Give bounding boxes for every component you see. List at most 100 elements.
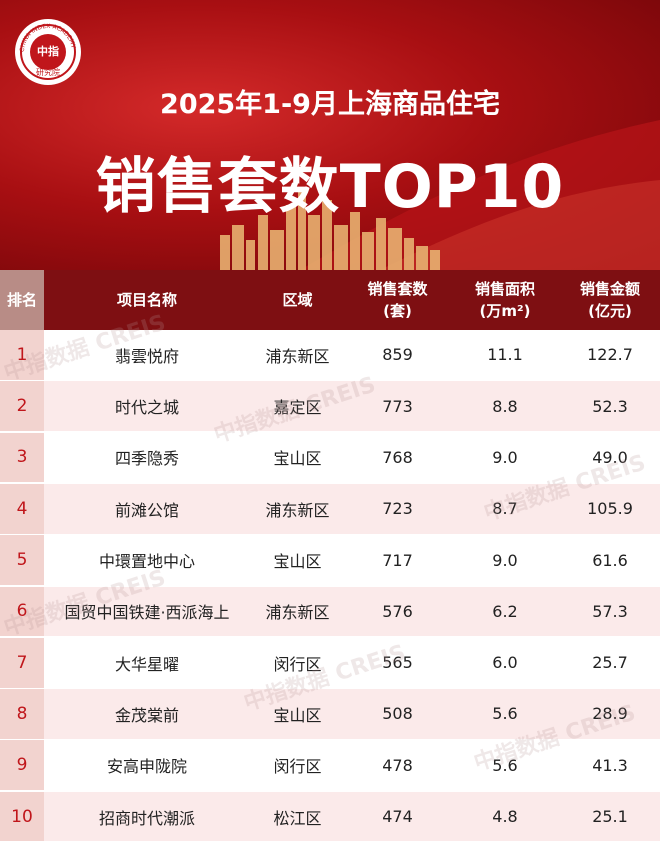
table-cell: 717 — [382, 550, 413, 570]
header-cell: 项目名称 — [44, 270, 250, 330]
table-cell: 浦东新区 — [265, 603, 330, 623]
table-cell: 宝山区 — [273, 449, 322, 469]
table-cell: 松江区 — [273, 808, 322, 828]
skyline-building — [270, 230, 284, 270]
column-name: 销售套数 — [367, 280, 428, 298]
table-cell: 41.3 — [592, 755, 628, 775]
header-cell: 区域 — [250, 270, 345, 330]
table-cell: 576 — [382, 601, 413, 621]
table-cell: 闵行区 — [273, 654, 322, 674]
rank-cell: 4 — [0, 483, 44, 534]
skyline-building — [286, 205, 296, 270]
column-name: 销售金额 — [579, 280, 640, 298]
table-cell: 5.6 — [492, 755, 518, 775]
rank-cell: 6 — [0, 586, 44, 637]
rank-cell: 3 — [0, 432, 44, 483]
table-cell: 翡雲悦府 — [114, 346, 179, 366]
table-cell: 49.0 — [592, 447, 628, 467]
skyline-building — [246, 240, 255, 270]
table-cell: 773 — [382, 396, 413, 416]
rank-cell: 1 — [0, 330, 44, 380]
header-cell: 销售面积 (万m²) — [450, 270, 560, 330]
title: 销售套数TOP10 — [95, 152, 565, 222]
rank-cell: 5 — [0, 535, 44, 585]
header-cell: 销售套数 (套) — [345, 270, 450, 330]
table-cell: 大华星曜 — [114, 654, 179, 674]
table-cell: 6.0 — [492, 653, 518, 673]
table-cell: 招商时代潮派 — [98, 808, 195, 828]
table-cell: 25.1 — [592, 807, 628, 827]
skyline-building — [258, 215, 268, 270]
table-cell: 25.7 — [592, 653, 628, 673]
table-cell: 闵行区 — [273, 757, 322, 777]
header-cell: 排名 — [0, 270, 44, 330]
column-unit: (亿元) — [588, 302, 632, 320]
row-background — [0, 791, 660, 842]
skyline-building — [430, 250, 440, 270]
banner-art: 中指 研究院 CHINA INDEX ACADEMY — [15, 19, 660, 270]
row-background — [0, 740, 660, 791]
skyline-building — [388, 228, 402, 270]
table-cell: 宝山区 — [273, 705, 322, 725]
column-name: 销售面积 — [474, 280, 535, 298]
table-cell: 474 — [382, 807, 413, 827]
rank-cell: 10 — [0, 791, 44, 842]
table-cell: 28.9 — [592, 704, 628, 724]
table-cell: 中環置地中心 — [98, 552, 195, 572]
table-cell: 565 — [382, 653, 413, 673]
table-cell: 时代之城 — [114, 398, 179, 418]
table-cell: 478 — [382, 755, 413, 775]
skyline-building — [350, 212, 360, 270]
table-cell: 浦东新区 — [265, 346, 330, 366]
skyline-building — [232, 225, 244, 270]
column-name: 项目名称 — [116, 291, 177, 309]
subtitle: 2025年1-9月上海商品住宅 — [160, 89, 500, 120]
row-background — [0, 586, 660, 637]
banner: 中指 研究院 CHINA INDEX ACADEMY 2025年1-9月上海商品… — [0, 0, 660, 270]
table-cell: 57.3 — [592, 601, 628, 621]
rank-cell: 7 — [0, 637, 44, 688]
table-cell: 9.0 — [492, 447, 518, 467]
rank-cell: 8 — [0, 689, 44, 739]
table-cell: 金茂棠前 — [114, 705, 179, 725]
skyline-building — [376, 218, 386, 270]
rank-cell: 2 — [0, 381, 44, 432]
table-cell: 前滩公馆 — [114, 500, 179, 520]
logo-bottom: 研究院 — [36, 67, 60, 77]
table-cell: 4.8 — [492, 807, 518, 827]
skyline-building — [362, 232, 374, 270]
table-cell: 5.6 — [492, 704, 518, 724]
column-unit: (套) — [383, 302, 412, 320]
table-cell: 9.0 — [492, 550, 518, 570]
skyline-building — [308, 215, 320, 270]
rank-cell: 9 — [0, 740, 44, 791]
row-background — [0, 381, 660, 432]
skyline-building — [298, 190, 306, 270]
row-background — [0, 483, 660, 534]
row-background — [0, 432, 660, 483]
table-cell: 嘉定区 — [273, 398, 322, 418]
column-unit: (万m²) — [479, 302, 531, 320]
table-cell: 8.7 — [492, 499, 518, 519]
table-cell: 安高申陇院 — [106, 757, 187, 777]
column-name: 区域 — [282, 291, 313, 309]
table-cell: 723 — [382, 499, 413, 519]
row-background — [0, 637, 660, 688]
table: 排名 项目名称 区域 销售套数 (套) 销售面积 (万m²) 销售金额 (亿元) 1 翡雲悦府 浦东新… — [0, 270, 660, 843]
table-cell: 768 — [382, 447, 413, 467]
table-cell: 52.3 — [592, 396, 628, 416]
skyline-building — [334, 225, 348, 270]
row-background — [0, 689, 660, 739]
table-cell: 122.7 — [587, 345, 633, 365]
table-cell: 6.2 — [492, 601, 518, 621]
row-background — [0, 330, 660, 380]
skyline-building — [322, 200, 332, 270]
table-cell: 四季隐秀 — [114, 449, 179, 469]
table-cell: 61.6 — [592, 550, 628, 570]
table-cell: 11.1 — [487, 345, 523, 365]
table-cell: 859 — [382, 345, 413, 365]
logo-center: 中指 — [37, 44, 59, 58]
table-cell: 国贸中国铁建·西派海上 — [64, 603, 230, 623]
table-cell: 宝山区 — [273, 552, 322, 572]
